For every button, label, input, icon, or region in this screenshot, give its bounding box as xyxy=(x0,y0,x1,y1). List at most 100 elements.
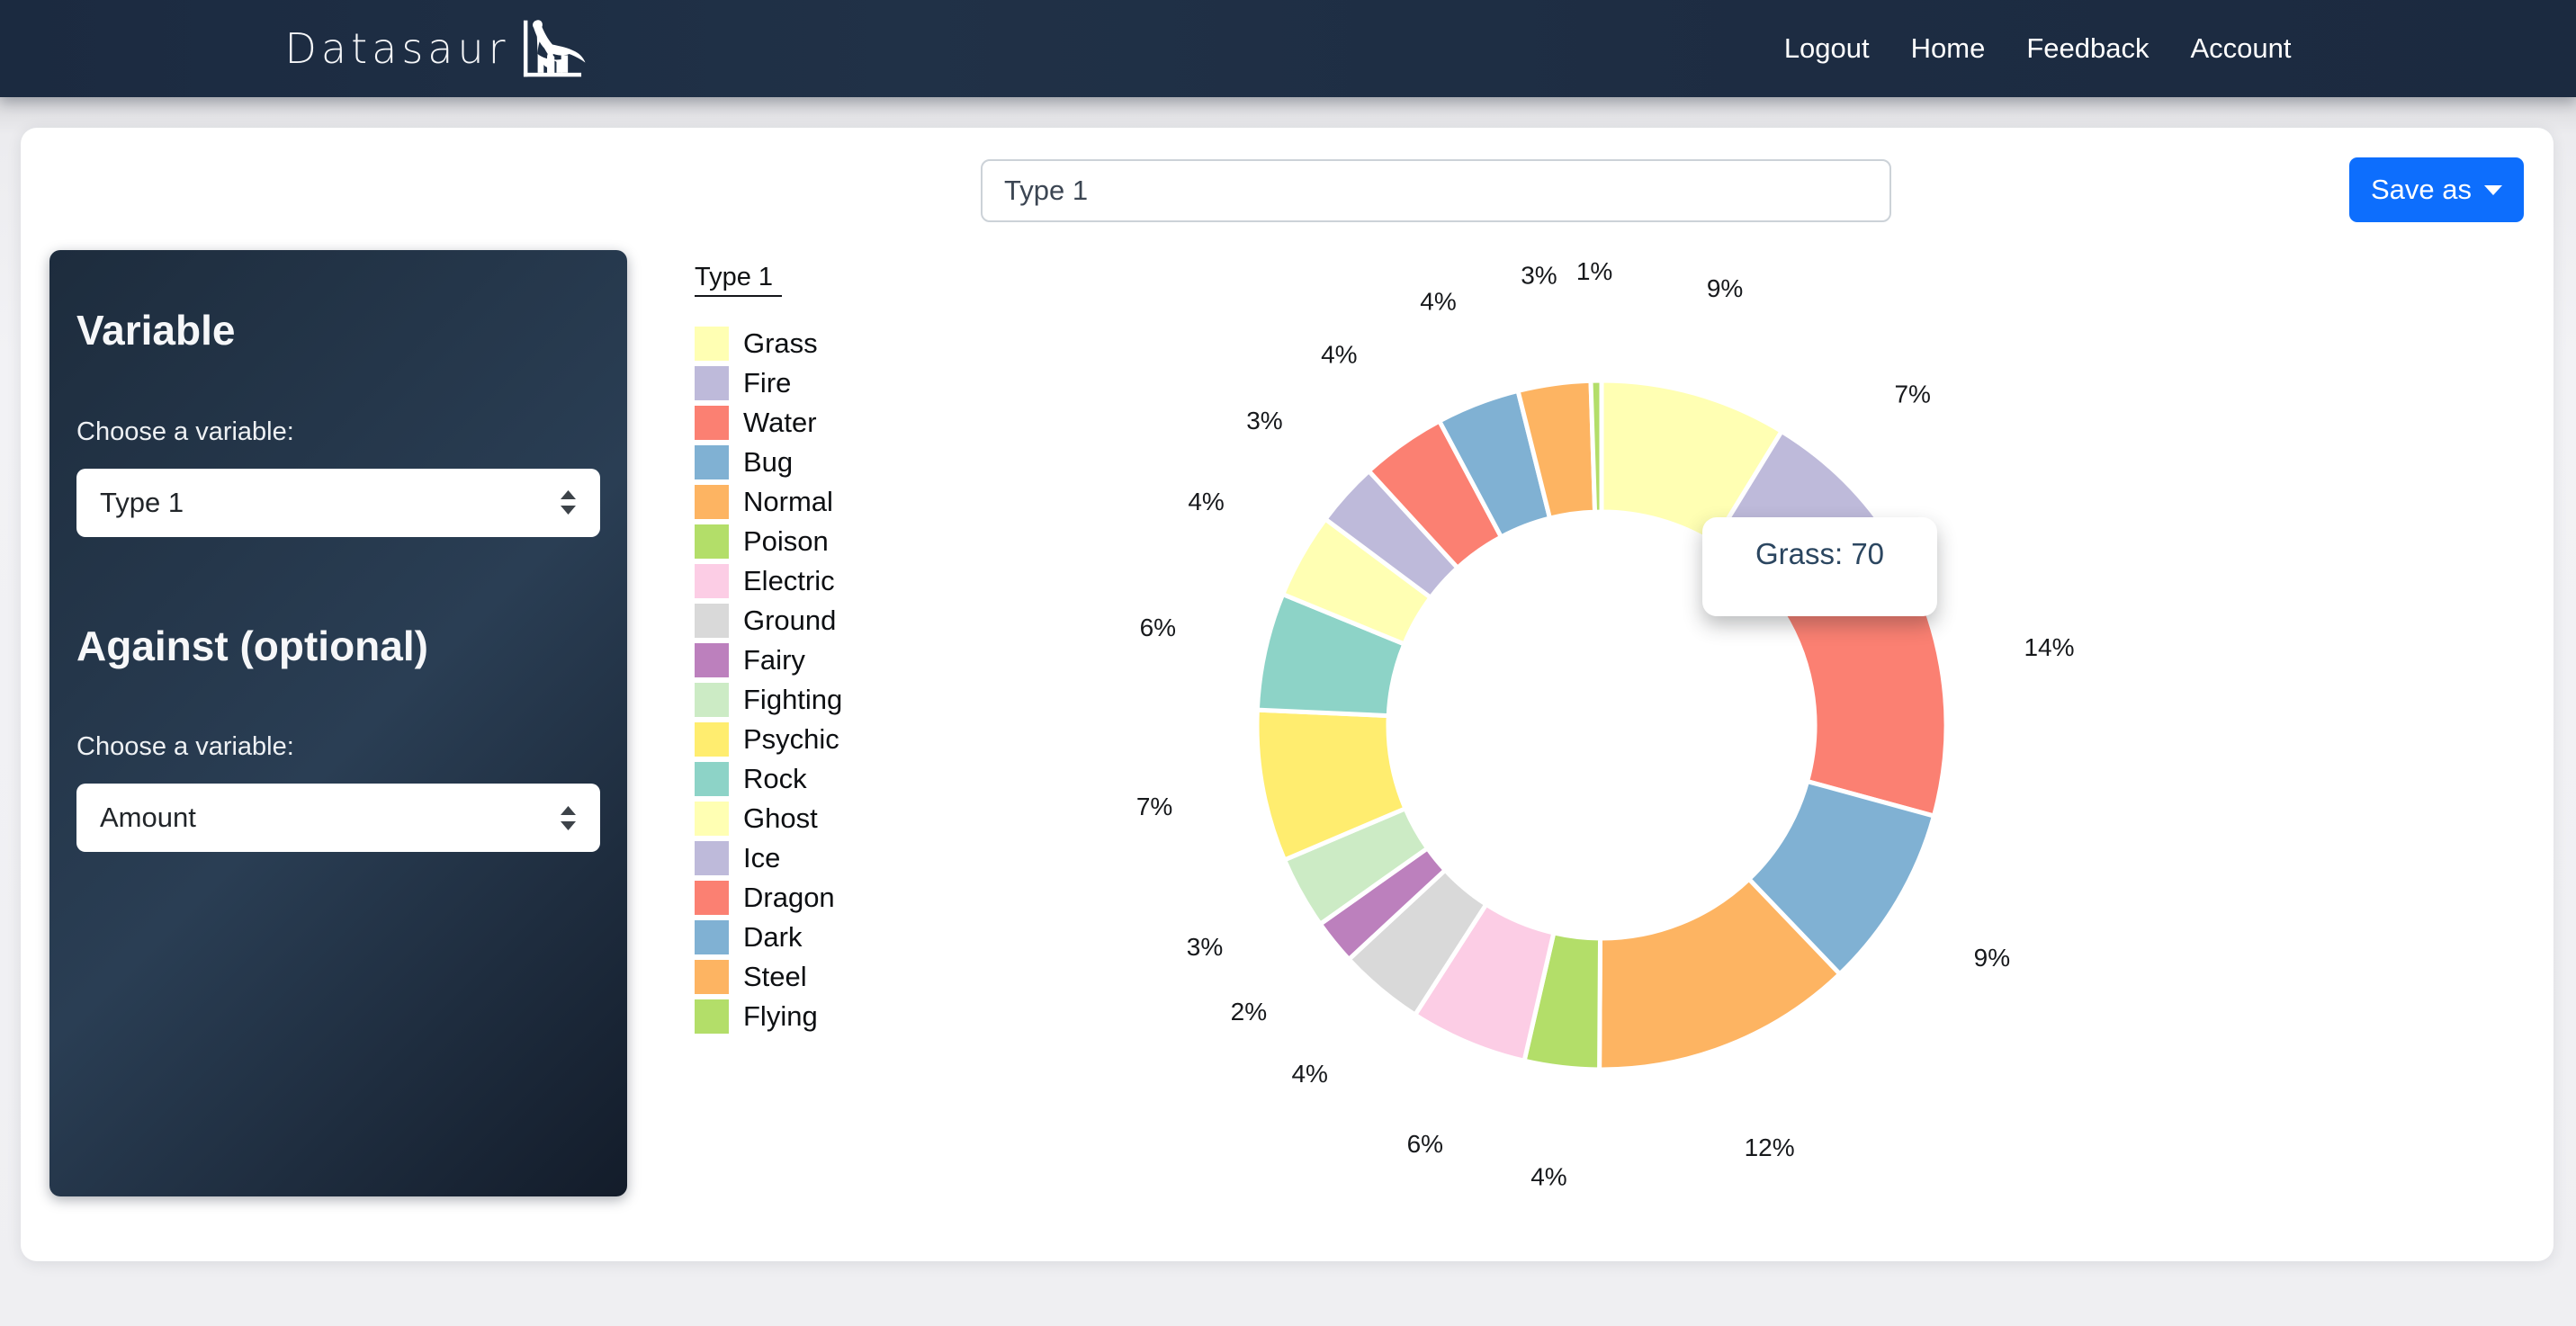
nav-link-home[interactable]: Home xyxy=(1910,32,1986,64)
legend-item-fighting[interactable]: Fighting xyxy=(695,683,842,717)
legend-swatch xyxy=(695,604,729,638)
legend-swatch xyxy=(695,445,729,479)
legend-swatch xyxy=(695,881,729,915)
legend-label: Ice xyxy=(743,842,781,874)
percent-label-fire: 7% xyxy=(1894,381,1930,408)
percent-label-water: 14% xyxy=(2024,633,2074,661)
brand[interactable]: Datasaur xyxy=(285,13,589,84)
save-as-button[interactable]: Save as xyxy=(2349,157,2524,222)
percent-label-fairy: 2% xyxy=(1231,998,1267,1026)
percent-label-rock: 6% xyxy=(1140,614,1176,641)
legend-swatch xyxy=(695,643,729,677)
legend-swatch xyxy=(695,960,729,994)
against-select-value: Amount xyxy=(100,802,196,834)
navbar: Datasaur Logout Home Feedback Account xyxy=(0,0,2576,97)
legend-label: Electric xyxy=(743,565,835,596)
legend-swatch xyxy=(695,524,729,559)
legend-item-fire[interactable]: Fire xyxy=(695,366,842,400)
chart-tooltip: Grass: 70 xyxy=(1702,517,1937,616)
legend-label: Psychic xyxy=(743,723,839,755)
legend-label: Dark xyxy=(743,921,803,953)
legend-swatch xyxy=(695,366,729,400)
legend-item-psychic[interactable]: Psychic xyxy=(695,722,842,757)
nav-link-account[interactable]: Account xyxy=(2190,32,2292,64)
percent-label-bug: 9% xyxy=(1974,944,2010,972)
legend-swatch xyxy=(695,841,729,875)
legend-swatch xyxy=(695,920,729,954)
datasaur-logo-icon xyxy=(523,20,586,77)
legend-item-grass[interactable]: Grass xyxy=(695,327,842,361)
legend-label: Ghost xyxy=(743,802,818,834)
against-select[interactable]: Amount xyxy=(76,784,600,853)
caret-down-icon xyxy=(2484,184,2502,195)
legend-item-fairy[interactable]: Fairy xyxy=(695,643,842,677)
legend-items: Grass Fire Water Bug Normal Poison Electric Gro… xyxy=(695,327,842,1034)
legend-item-ground[interactable]: Ground xyxy=(695,604,842,638)
legend-item-flying[interactable]: Flying xyxy=(695,999,842,1034)
legend-swatch xyxy=(695,762,729,796)
percent-label-steel: 3% xyxy=(1521,262,1557,290)
dataset-title-input[interactable] xyxy=(981,159,1891,222)
legend-item-ice[interactable]: Ice xyxy=(695,841,842,875)
percent-label-dragon: 4% xyxy=(1321,341,1357,369)
legend-swatch xyxy=(695,683,729,717)
legend-item-poison[interactable]: Poison xyxy=(695,524,842,559)
select-updown-icon xyxy=(561,805,576,830)
percent-label-normal: 12% xyxy=(1745,1133,1795,1161)
legend-item-dark[interactable]: Dark xyxy=(695,920,842,954)
legend-item-normal[interactable]: Normal xyxy=(695,485,842,519)
percent-label-electric: 6% xyxy=(1407,1130,1443,1158)
legend-swatch xyxy=(695,802,729,836)
legend-swatch xyxy=(695,406,729,440)
variable-heading: Variable xyxy=(76,307,236,354)
legend-swatch xyxy=(695,999,729,1034)
percent-label-dark: 4% xyxy=(1420,288,1456,316)
main-card: Save as Variable Choose a variable: Type… xyxy=(21,128,2554,1261)
legend-label: Fire xyxy=(743,367,792,399)
donut-chart-area: 9% 7% 14% 9% 12% 4% 6% 4% 2% 3% 7% 6% 4% 3% 4% 4% 3% 1% xyxy=(1116,239,2087,1211)
legend-label: Normal xyxy=(743,486,833,517)
legend-label: Fairy xyxy=(743,644,805,676)
legend-label: Steel xyxy=(743,961,807,992)
against-heading: Against (optional) xyxy=(76,622,428,669)
variable-select-value: Type 1 xyxy=(100,486,184,518)
navbar-container: Datasaur Logout Home Feedback Account xyxy=(285,0,2292,97)
legend-item-ghost[interactable]: Ghost xyxy=(695,802,842,836)
pie-slice-flying[interactable] xyxy=(1588,378,1604,515)
variable-panel: Variable Choose a variable: Type 1 Again… xyxy=(49,250,627,1196)
nav-link-feedback[interactable]: Feedback xyxy=(2026,32,2150,64)
legend-label: Ground xyxy=(743,605,837,636)
against-select-label: Choose a variable: xyxy=(76,732,294,762)
legend-title: Type 1 xyxy=(695,263,783,297)
legend-item-water[interactable]: Water xyxy=(695,406,842,440)
legend-label: Rock xyxy=(743,763,807,794)
brand-name: Datasaur xyxy=(284,24,510,73)
legend-label: Grass xyxy=(743,327,818,359)
legend-label: Fighting xyxy=(743,684,843,715)
variable-select-label: Choose a variable: xyxy=(76,417,294,446)
legend-label: Poison xyxy=(743,525,829,557)
variable-select[interactable]: Type 1 xyxy=(76,468,600,537)
save-as-label: Save as xyxy=(2370,174,2472,205)
legend-item-dragon[interactable]: Dragon xyxy=(695,881,842,915)
nav-link-logout[interactable]: Logout xyxy=(1783,32,1870,64)
percent-label-fighting: 3% xyxy=(1187,933,1223,961)
legend-label: Flying xyxy=(743,1000,818,1032)
legend-label: Bug xyxy=(743,446,794,478)
percent-label-ghost: 4% xyxy=(1188,488,1224,515)
chart-legend: Type 1 Grass Fire Water Bug Normal Poison Elec… xyxy=(695,263,842,1034)
percent-label-flying: 1% xyxy=(1576,257,1612,285)
legend-item-electric[interactable]: Electric xyxy=(695,564,842,598)
percent-label-grass: 9% xyxy=(1707,274,1743,302)
legend-label: Dragon xyxy=(743,882,835,913)
legend-swatch xyxy=(695,327,729,361)
nav-links: Logout Home Feedback Account xyxy=(1784,32,2292,65)
legend-item-bug[interactable]: Bug xyxy=(695,445,842,479)
legend-item-steel[interactable]: Steel xyxy=(695,960,842,994)
chart-tooltip-text: Grass: 70 xyxy=(1755,537,1885,570)
legend-item-rock[interactable]: Rock xyxy=(695,762,842,796)
legend-swatch xyxy=(695,722,729,757)
percent-label-ground: 4% xyxy=(1291,1060,1327,1088)
percent-label-ice: 3% xyxy=(1246,407,1282,435)
